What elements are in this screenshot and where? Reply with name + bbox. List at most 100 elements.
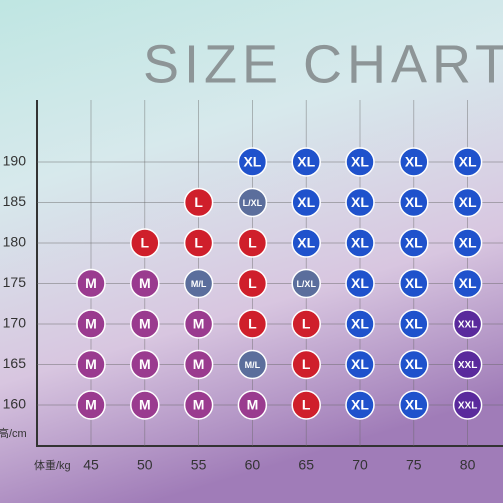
size-label: XXL — [458, 360, 477, 371]
size-badge — [345, 228, 375, 258]
x-tick-label: 45 — [83, 457, 99, 473]
size-label: M — [85, 397, 97, 413]
size-badge — [291, 390, 321, 420]
size-label: L — [248, 316, 257, 332]
size-badge — [237, 349, 268, 380]
size-label: XL — [459, 154, 477, 170]
size-label: L — [194, 194, 203, 210]
size-badge — [345, 309, 375, 339]
size-label: M/L — [191, 279, 207, 289]
size-label: XL — [405, 397, 423, 413]
size-badge — [291, 147, 321, 177]
x-tick-label: 50 — [137, 457, 153, 473]
size-label: XL — [459, 275, 477, 291]
size-badge — [345, 187, 375, 218]
size-badge — [130, 228, 160, 258]
x-tick-label: 75 — [406, 457, 422, 473]
size-label: XL — [297, 235, 315, 251]
size-badge — [130, 309, 160, 339]
size-badge — [76, 268, 106, 299]
size-badge — [399, 390, 429, 420]
x-axis-label: 体重/kg — [34, 458, 71, 472]
size-badge — [345, 268, 375, 299]
size-badge — [76, 390, 106, 420]
size-badge — [183, 187, 214, 218]
size-badge — [291, 349, 321, 380]
size-badge — [452, 309, 483, 339]
size-label: XL — [351, 356, 369, 372]
x-tick-label: 80 — [460, 457, 476, 473]
size-label: M — [85, 356, 97, 372]
size-badge — [291, 309, 321, 339]
size-badge — [237, 147, 268, 177]
size-badge — [291, 187, 321, 218]
size-label: XL — [405, 235, 423, 251]
size-badge — [399, 268, 429, 299]
size-badge — [399, 309, 429, 339]
size-label: XL — [405, 275, 423, 291]
size-label: XL — [351, 194, 369, 210]
size-badge — [237, 268, 268, 299]
size-label: M — [193, 397, 205, 413]
size-label: M/L — [245, 360, 261, 370]
size-label: XL — [351, 397, 369, 413]
size-label: XL — [351, 275, 369, 291]
size-badge — [399, 187, 429, 218]
size-label: M — [85, 275, 97, 291]
size-badge — [452, 147, 483, 177]
size-label: M — [139, 356, 151, 372]
size-label: XL — [297, 154, 315, 170]
size-label: XL — [351, 154, 369, 170]
size-badge — [452, 349, 483, 380]
size-label: M — [193, 316, 205, 332]
size-label: M — [85, 316, 97, 332]
size-badge — [130, 349, 160, 380]
size-badge — [291, 228, 321, 258]
size-badge — [130, 268, 160, 299]
y-tick-label: 170 — [3, 315, 27, 331]
size-badge — [452, 187, 483, 218]
size-label: XL — [459, 235, 477, 251]
size-label: XL — [405, 194, 423, 210]
title: SIZE CHART — [143, 34, 503, 94]
size-label: XL — [351, 235, 369, 251]
y-axis-label: 高/cm — [0, 426, 27, 440]
size-badge — [237, 390, 268, 420]
size-label: XL — [351, 316, 369, 332]
size-label: XXL — [458, 401, 477, 412]
x-tick-label: 60 — [245, 457, 261, 473]
size-label: XL — [459, 194, 477, 210]
size-badge — [183, 309, 214, 339]
size-label: L — [248, 235, 257, 251]
size-badge — [452, 268, 483, 299]
y-tick-label: 175 — [3, 274, 27, 290]
size-badge — [345, 147, 375, 177]
y-tick-label: 160 — [3, 396, 27, 412]
size-label: M — [193, 356, 205, 372]
x-tick-label: 65 — [298, 457, 314, 473]
y-tick-label: 165 — [3, 355, 27, 371]
size-badge — [345, 390, 375, 420]
x-tick-label: 55 — [191, 457, 207, 473]
size-label: M — [139, 397, 151, 413]
size-badge — [183, 228, 214, 258]
size-badge — [183, 349, 214, 380]
size-badge — [237, 228, 268, 258]
size-badge — [183, 390, 214, 420]
size-badge — [452, 228, 483, 258]
size-label: XL — [405, 316, 423, 332]
size-label: L — [302, 397, 311, 413]
size-badge — [452, 390, 483, 420]
size-label: L — [194, 235, 203, 251]
size-badge — [237, 309, 268, 339]
size-label: XXL — [458, 320, 477, 331]
y-tick-label: 190 — [3, 153, 27, 169]
y-tick-label: 185 — [3, 193, 27, 209]
size-label: L — [141, 235, 150, 251]
size-badge — [76, 309, 106, 339]
size-badge — [183, 268, 214, 299]
size-label: M — [139, 275, 151, 291]
size-badge — [399, 349, 429, 380]
size-label: L — [248, 275, 257, 291]
